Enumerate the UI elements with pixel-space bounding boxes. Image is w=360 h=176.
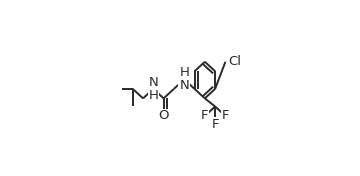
Text: F: F [222,109,229,122]
Text: N
H: N H [148,76,158,102]
Text: F: F [211,118,219,131]
Text: F: F [201,109,208,122]
Text: Cl: Cl [228,55,241,68]
Text: O: O [158,109,169,122]
Text: H
N: H N [179,66,189,92]
